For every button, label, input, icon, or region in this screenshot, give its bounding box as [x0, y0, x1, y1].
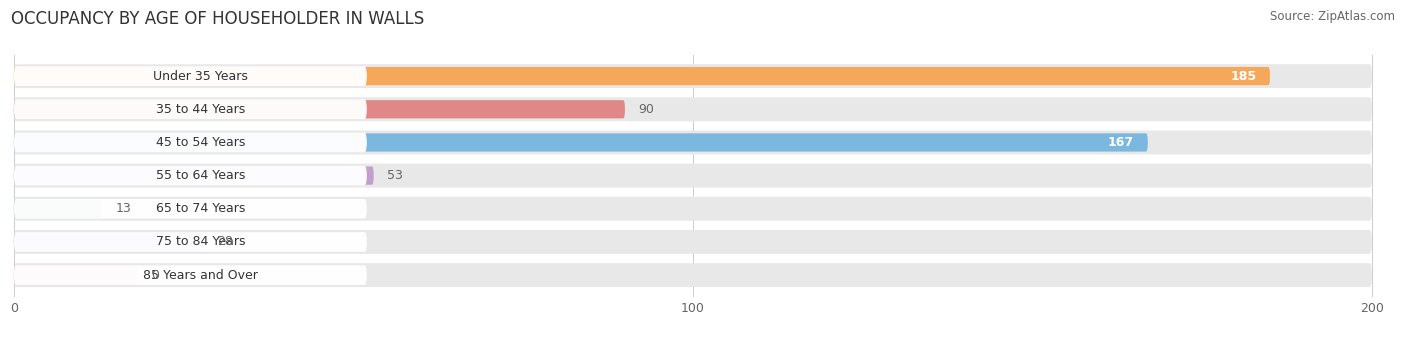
FancyBboxPatch shape	[14, 232, 367, 252]
FancyBboxPatch shape	[14, 166, 367, 186]
FancyBboxPatch shape	[14, 66, 367, 86]
Text: 65 to 74 Years: 65 to 74 Years	[156, 202, 245, 215]
FancyBboxPatch shape	[14, 197, 1372, 221]
FancyBboxPatch shape	[14, 133, 1147, 151]
FancyBboxPatch shape	[14, 131, 1372, 154]
Text: 13: 13	[115, 202, 131, 215]
Text: 28: 28	[218, 235, 233, 249]
Text: 85 Years and Over: 85 Years and Over	[143, 269, 257, 282]
Text: 53: 53	[387, 169, 404, 182]
Text: 90: 90	[638, 103, 654, 116]
FancyBboxPatch shape	[14, 67, 1270, 85]
FancyBboxPatch shape	[14, 97, 1372, 121]
FancyBboxPatch shape	[14, 200, 103, 218]
FancyBboxPatch shape	[14, 265, 367, 285]
FancyBboxPatch shape	[14, 133, 367, 152]
Text: 0: 0	[150, 269, 159, 282]
FancyBboxPatch shape	[14, 233, 204, 251]
FancyBboxPatch shape	[14, 199, 367, 219]
Text: 55 to 64 Years: 55 to 64 Years	[156, 169, 245, 182]
Text: Source: ZipAtlas.com: Source: ZipAtlas.com	[1270, 10, 1395, 23]
FancyBboxPatch shape	[14, 100, 624, 118]
FancyBboxPatch shape	[14, 230, 1372, 254]
FancyBboxPatch shape	[14, 100, 367, 119]
FancyBboxPatch shape	[14, 164, 1372, 188]
Text: 45 to 54 Years: 45 to 54 Years	[156, 136, 245, 149]
FancyBboxPatch shape	[14, 166, 374, 185]
FancyBboxPatch shape	[14, 266, 138, 284]
Text: OCCUPANCY BY AGE OF HOUSEHOLDER IN WALLS: OCCUPANCY BY AGE OF HOUSEHOLDER IN WALLS	[11, 10, 425, 28]
Text: 75 to 84 Years: 75 to 84 Years	[156, 235, 245, 249]
Text: Under 35 Years: Under 35 Years	[153, 70, 247, 83]
Text: 167: 167	[1108, 136, 1135, 149]
Text: 185: 185	[1230, 70, 1257, 83]
FancyBboxPatch shape	[14, 263, 1372, 287]
FancyBboxPatch shape	[14, 64, 1372, 88]
Text: 35 to 44 Years: 35 to 44 Years	[156, 103, 245, 116]
